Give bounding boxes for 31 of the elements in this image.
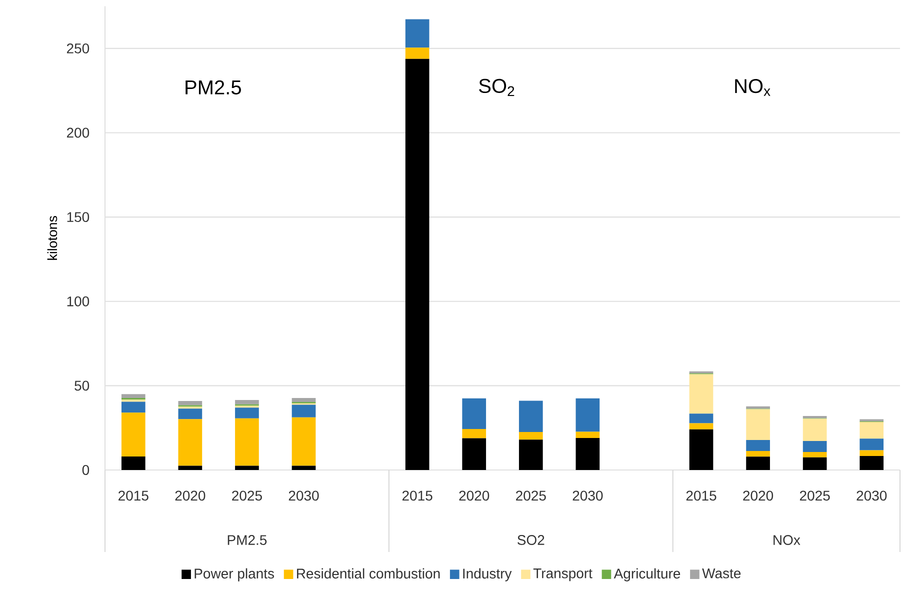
legend-label: Industry	[463, 568, 512, 582]
x-tick-label: 2020	[175, 490, 206, 501]
y-tick-label: 0	[82, 465, 90, 475]
x-tick-label: 2015	[118, 490, 148, 501]
y-tick-label: 100	[67, 296, 90, 306]
text: SO2	[518, 535, 544, 545]
x-tick-label: 2030	[856, 490, 887, 501]
x-tick-label: 2015	[402, 490, 432, 501]
x-tick-label: 2030	[572, 490, 603, 501]
y-tick-label: 50	[74, 380, 90, 391]
y-axis-title: kilotons	[47, 216, 58, 260]
annotation: NO$_{x}$	[735, 78, 770, 96]
annotation: SO$_{2}$	[479, 78, 514, 96]
x-tick-label: 2025	[232, 490, 262, 501]
legend-label: Waste	[702, 568, 741, 578]
x-tick-label: 2015	[686, 490, 716, 501]
x-tick-label: 2020	[743, 490, 774, 501]
y-tick-label: 150	[67, 212, 90, 222]
legend-label: Power plants	[194, 568, 274, 582]
x-tick-label: 2025	[516, 490, 546, 501]
legend-label: Residential combustion	[297, 568, 440, 579]
text: NOx	[774, 535, 800, 545]
x-tick-label: 2025	[800, 490, 830, 501]
legend-label: Agriculture	[614, 568, 680, 582]
y-tick-label: 200	[66, 128, 90, 138]
text: PM2.5	[228, 535, 267, 545]
annotation: PM2.5	[186, 80, 241, 94]
y-tick-label: 250	[66, 43, 90, 54]
legend-label: Transport	[533, 568, 592, 582]
x-tick-label: 2020	[459, 490, 490, 501]
x-tick-label: 2030	[288, 490, 319, 501]
